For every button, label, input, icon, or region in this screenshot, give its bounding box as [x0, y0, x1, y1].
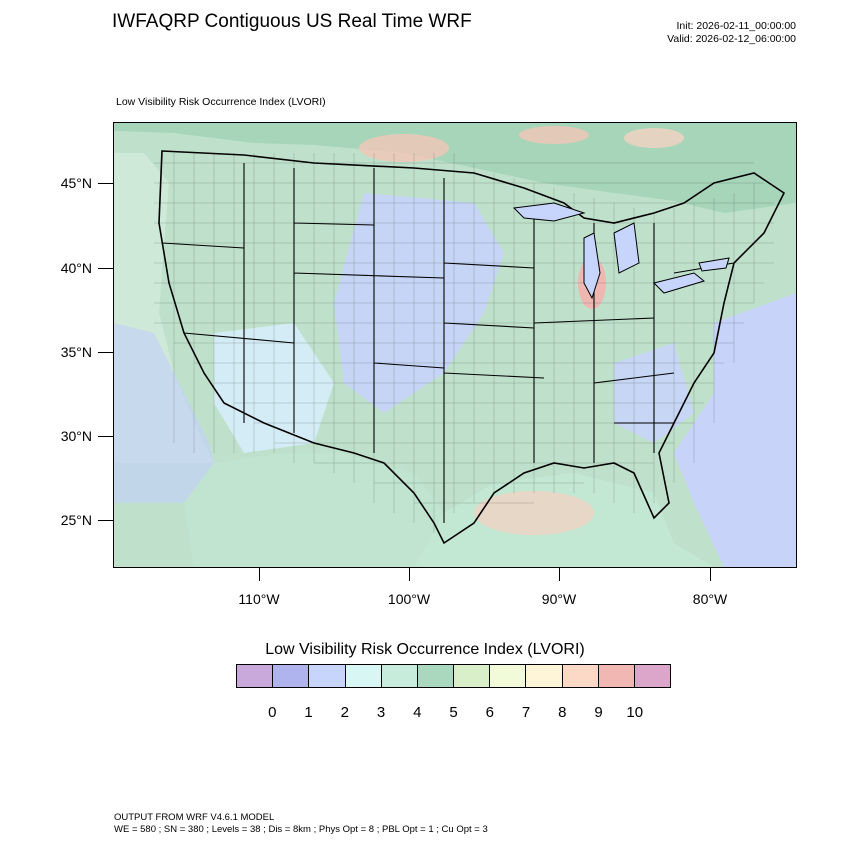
lat-label-45: 45°N	[60, 175, 92, 191]
lon-label-100: 100°W	[387, 591, 431, 607]
legend-swatch	[273, 665, 310, 687]
legend-swatch	[526, 665, 563, 687]
legend-swatch	[381, 665, 418, 687]
field-subtitle: Low Visibility Risk Occurrence Index (LV…	[116, 96, 326, 108]
lat-label-40: 40°N	[60, 260, 92, 276]
lat-label-30: 30°N	[60, 428, 92, 444]
legend-title: Low Visibility Risk Occurrence Index (LV…	[265, 641, 585, 658]
lat-tick	[98, 352, 113, 353]
legend-label: 2	[340, 704, 349, 721]
model-config: WE = 580 ; SN = 380 ; Levels = 38 ; Dis …	[114, 824, 488, 835]
lon-label-80: 80°W	[692, 591, 728, 607]
lat-label-25: 25°N	[60, 512, 92, 528]
canada-high-risk-patch	[624, 128, 684, 148]
legend-swatch	[237, 665, 274, 687]
legend-swatch	[562, 665, 599, 687]
state-borders	[161, 163, 735, 523]
legend-label: 1	[304, 704, 313, 721]
legend-label: 5	[449, 704, 458, 721]
mexico-region	[184, 453, 444, 567]
legend-label: 8	[558, 704, 567, 721]
pacific-low-risk	[114, 323, 224, 503]
canada-high-risk-patch	[519, 126, 589, 144]
legend-label: 9	[594, 704, 603, 721]
legend-swatch	[345, 665, 382, 687]
legend-swatch	[634, 665, 671, 687]
lat-tick	[98, 268, 113, 269]
lon-tick	[559, 567, 560, 581]
canada-region	[114, 123, 796, 213]
init-time: Init: 2026-02-11_00:00:00	[676, 20, 796, 32]
legend-swatch	[309, 665, 346, 687]
model-version: OUTPUT FROM WRF V4.6.1 MODEL	[114, 812, 275, 823]
lon-label-90: 90°W	[541, 591, 577, 607]
valid-time: Valid: 2026-02-12_06:00:00	[667, 33, 796, 45]
map-panel	[113, 122, 797, 568]
run-time-info: Init: 2026-02-11_00:00:00 Valid: 2026-02…	[667, 20, 796, 46]
lat-tick	[98, 183, 113, 184]
canada-high-risk-patch	[359, 134, 449, 162]
map-canvas	[114, 123, 796, 567]
legend-label: 3	[376, 704, 386, 721]
legend-swatch	[454, 665, 491, 687]
legend-label: 10	[626, 704, 644, 721]
legend-swatch	[598, 665, 635, 687]
legend-swatch	[490, 665, 527, 687]
model-info-footer: OUTPUT FROM WRF V4.6.1 MODEL WE = 580 ; …	[114, 812, 488, 836]
color-legend-bar	[236, 664, 671, 688]
lat-label-35: 35°N	[60, 344, 92, 360]
legend-label: 4	[413, 704, 422, 721]
us-outline	[158, 150, 786, 545]
legend-label: 7	[521, 704, 531, 721]
gulf-high-risk-patch	[474, 491, 594, 535]
lat-tick	[98, 520, 113, 521]
lon-tick	[259, 567, 260, 581]
lon-tick	[710, 567, 711, 581]
legend-swatch	[417, 665, 455, 687]
lat-tick	[98, 436, 113, 437]
plot-title: IWFAQRP Contiguous US Real Time WRF	[112, 11, 472, 32]
legend-label: 0	[268, 704, 277, 721]
lon-tick	[409, 567, 410, 581]
legend-label: 6	[485, 704, 494, 721]
atlantic-ocean	[674, 293, 796, 567]
lon-label-110: 110°W	[238, 591, 280, 607]
great-lakes	[512, 202, 730, 300]
